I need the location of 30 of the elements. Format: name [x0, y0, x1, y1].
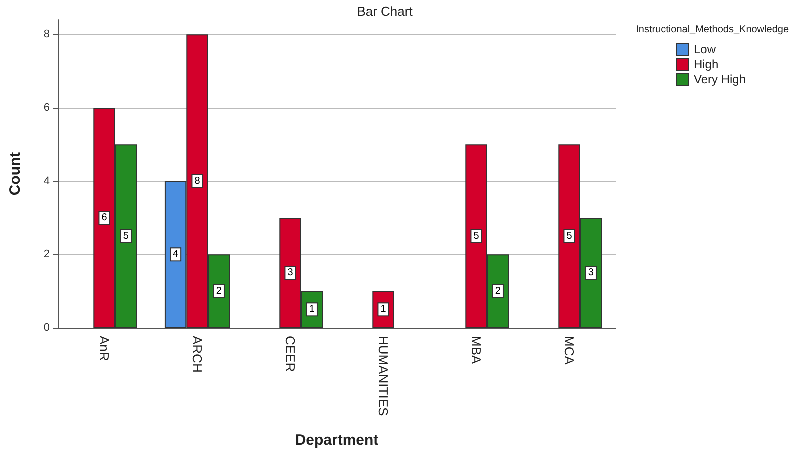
x-tick-label: ARCH — [190, 336, 205, 373]
data-label: 3 — [588, 268, 594, 278]
x-tick-label: AnR — [97, 336, 112, 362]
y-axis-title: Count — [7, 152, 24, 196]
y-tick-label: 8 — [44, 28, 50, 41]
legend-label: Low — [694, 42, 716, 56]
data-label: 1 — [380, 304, 387, 316]
data-label: 6 — [102, 212, 108, 224]
x-tick-label: MCA — [562, 336, 577, 366]
y-tick-label: 2 — [44, 248, 50, 261]
data-label: 3 — [288, 268, 294, 278]
data-label: 5 — [123, 230, 130, 242]
x-tick-label: MBA — [469, 336, 484, 364]
data-label: 2 — [495, 286, 502, 297]
y-tick-label: 6 — [44, 102, 50, 114]
data-label: 8 — [194, 176, 201, 187]
legend-title: Instructional_Methods_Knowledge — [636, 24, 790, 36]
y-tick-label: 4 — [44, 175, 50, 188]
data-label: 1 — [309, 304, 316, 316]
data-label: 5 — [474, 230, 480, 242]
chart-title: Bar Chart — [357, 4, 414, 19]
legend-label: High — [694, 58, 719, 72]
x-tick-label: HUMANITIES — [376, 336, 391, 416]
data-label: 5 — [566, 230, 573, 242]
y-tick-label: 0 — [44, 322, 50, 334]
data-label: 2 — [216, 286, 222, 297]
x-axis-title: Department — [295, 432, 379, 449]
data-label: 4 — [173, 249, 180, 260]
x-tick-label: CEER — [283, 336, 298, 372]
legend-label: Very High — [694, 72, 746, 86]
